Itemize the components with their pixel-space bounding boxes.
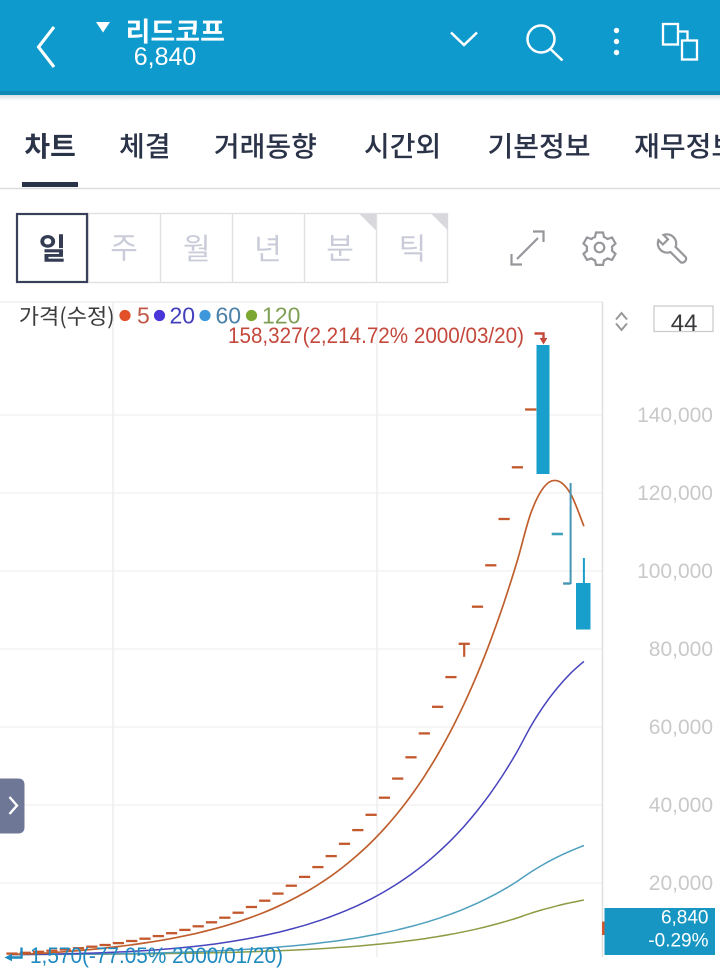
svg-text:40,000: 40,000 <box>649 794 713 817</box>
svg-text:60,000: 60,000 <box>649 716 713 739</box>
svg-text:6,840: 6,840 <box>134 43 197 71</box>
svg-text:44: 44 <box>671 310 698 337</box>
svg-text:1,570(-77.05% 2000/01/20): 1,570(-77.05% 2000/01/20) <box>30 943 283 968</box>
svg-text:20: 20 <box>170 303 196 329</box>
svg-text:80,000: 80,000 <box>649 638 713 661</box>
svg-text:5: 5 <box>137 303 150 329</box>
svg-text:-0.29%: -0.29% <box>648 931 708 952</box>
svg-text:140,000: 140,000 <box>637 404 713 427</box>
svg-text:100,000: 100,000 <box>637 560 713 583</box>
svg-text:60: 60 <box>216 303 242 329</box>
svg-text:6,840: 6,840 <box>661 908 709 929</box>
svg-text:158,327(2,214.72% 2000/03/20): 158,327(2,214.72% 2000/03/20) <box>228 323 524 348</box>
svg-text:20,000: 20,000 <box>649 872 713 895</box>
svg-text:120,000: 120,000 <box>637 482 713 505</box>
svg-text:120: 120 <box>262 303 300 329</box>
